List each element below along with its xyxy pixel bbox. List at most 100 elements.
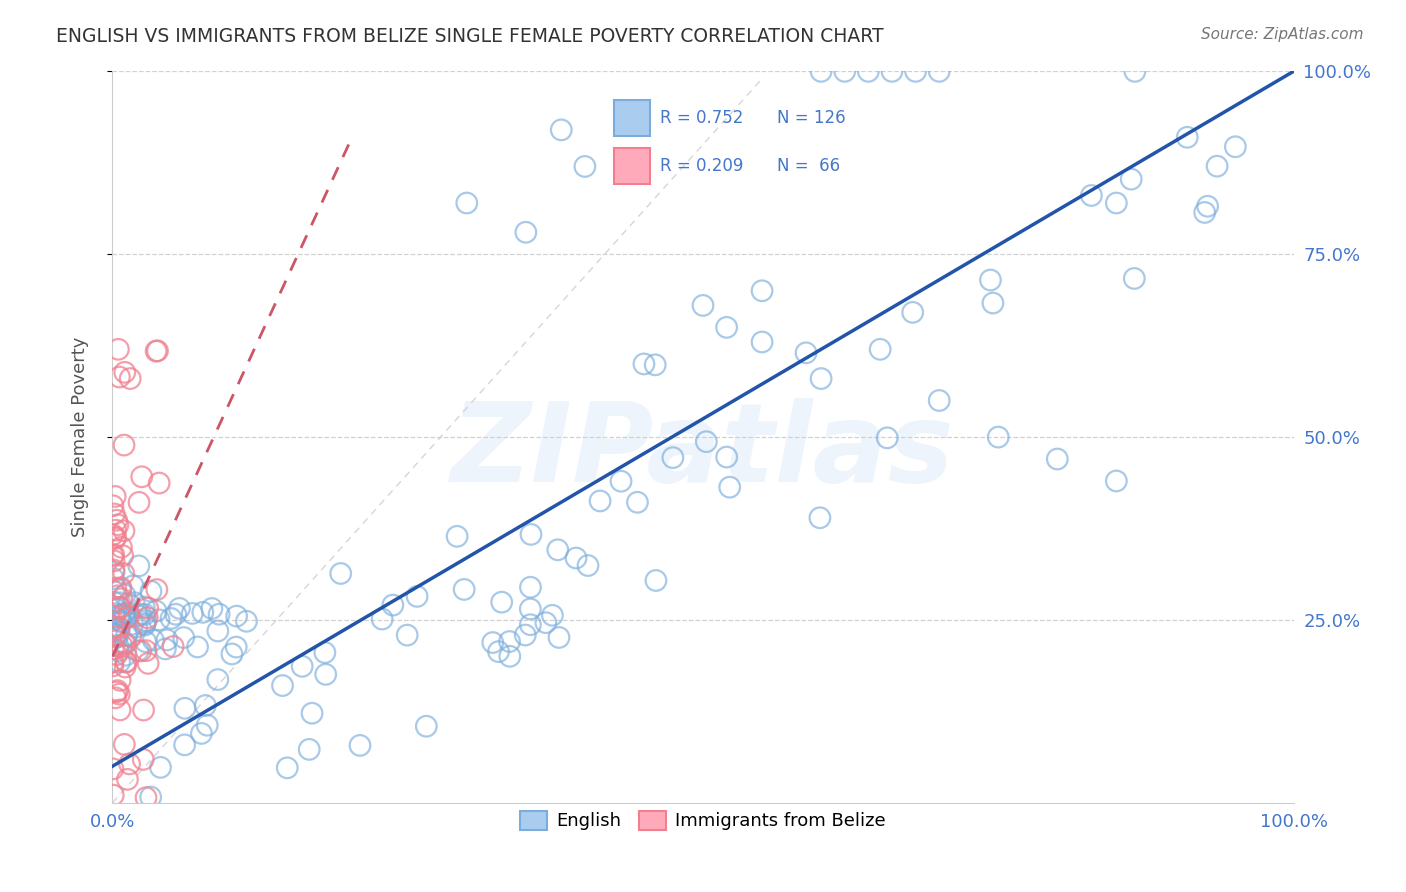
Point	[146, 582, 169, 597]
Point	[122, 579, 145, 593]
Point	[103, 641, 125, 656]
Point	[207, 624, 229, 638]
Point	[904, 64, 927, 78]
Point	[181, 607, 204, 621]
Point	[695, 434, 717, 449]
Point	[810, 64, 832, 78]
Point	[101, 655, 124, 669]
Point	[633, 357, 655, 371]
Point	[135, 614, 157, 628]
Point	[103, 607, 125, 621]
Point	[716, 320, 738, 334]
Point	[794, 346, 817, 360]
Point	[208, 607, 231, 622]
Point	[928, 64, 950, 78]
Point	[110, 541, 132, 555]
Point	[645, 574, 668, 588]
Point	[107, 589, 129, 603]
Point	[626, 495, 648, 509]
Point	[120, 371, 142, 385]
Point	[534, 615, 557, 630]
Point	[315, 667, 337, 681]
Point	[103, 554, 125, 568]
Point	[103, 788, 125, 802]
Point	[751, 284, 773, 298]
Point	[548, 631, 571, 645]
Point	[1121, 172, 1143, 186]
Point	[371, 612, 394, 626]
Point	[201, 601, 224, 615]
Point	[858, 64, 880, 78]
Point	[1105, 196, 1128, 211]
Point	[118, 609, 141, 624]
Point	[139, 790, 162, 805]
Point	[515, 628, 537, 642]
Point	[810, 371, 832, 385]
Point	[107, 517, 129, 532]
Point	[314, 646, 336, 660]
Point	[105, 630, 128, 644]
Point	[110, 615, 132, 629]
Point	[519, 617, 541, 632]
Text: ENGLISH VS IMMIGRANTS FROM BELIZE SINGLE FEMALE POVERTY CORRELATION CHART: ENGLISH VS IMMIGRANTS FROM BELIZE SINGLE…	[56, 27, 884, 45]
Point	[610, 474, 633, 488]
Point	[162, 640, 184, 654]
Point	[134, 616, 156, 631]
Point	[589, 494, 612, 508]
Point	[142, 633, 165, 648]
Point	[301, 706, 323, 721]
Point	[1123, 64, 1146, 78]
Point	[225, 640, 247, 654]
Point	[101, 762, 124, 776]
Point	[869, 343, 891, 357]
Point	[349, 739, 371, 753]
Point	[108, 600, 131, 615]
Point	[111, 549, 134, 563]
Point	[515, 225, 537, 239]
Point	[751, 334, 773, 349]
Point	[108, 625, 131, 640]
Point	[112, 438, 135, 452]
Point	[1197, 199, 1219, 213]
Point	[145, 344, 167, 359]
Point	[104, 490, 127, 504]
Point	[550, 123, 572, 137]
Point	[112, 566, 135, 581]
Point	[115, 655, 138, 669]
Point	[574, 160, 596, 174]
Point	[329, 566, 352, 581]
Point	[298, 742, 321, 756]
Point	[456, 196, 478, 211]
Point	[1046, 452, 1069, 467]
Point	[520, 527, 543, 541]
Point	[149, 760, 172, 774]
Point	[136, 601, 159, 615]
Point	[519, 602, 541, 616]
Point	[115, 655, 138, 669]
Point	[716, 450, 738, 464]
Point	[111, 639, 134, 653]
Point	[876, 431, 898, 445]
Point	[692, 298, 714, 312]
Point	[118, 607, 141, 621]
Point	[134, 607, 156, 622]
Point	[107, 644, 129, 658]
Point	[131, 470, 153, 484]
Point	[519, 580, 541, 594]
Point	[981, 296, 1004, 310]
Point	[101, 659, 124, 673]
Point	[547, 542, 569, 557]
Point	[127, 643, 149, 657]
Point	[1105, 474, 1128, 488]
Point	[132, 703, 155, 717]
Point	[104, 690, 127, 705]
Point	[108, 620, 131, 634]
Point	[135, 634, 157, 648]
Point	[901, 305, 924, 319]
Point	[103, 572, 125, 586]
Point	[110, 582, 132, 596]
Point	[1206, 159, 1229, 173]
Point	[114, 648, 136, 663]
Point	[101, 527, 124, 541]
Point	[108, 614, 131, 628]
